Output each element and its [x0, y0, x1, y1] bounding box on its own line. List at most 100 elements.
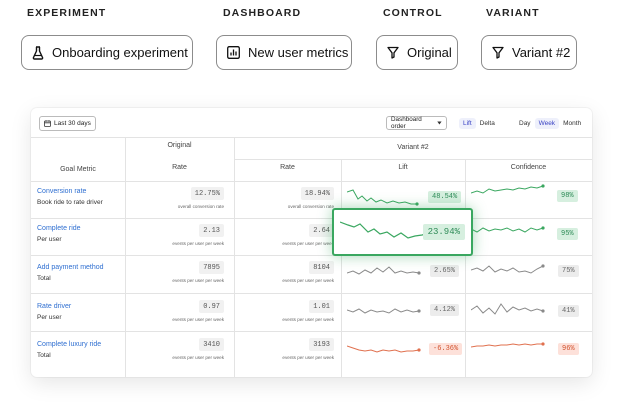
lift-badge: 23.94%: [422, 224, 465, 240]
lift-badge: 48.54%: [428, 191, 462, 203]
date-range-button[interactable]: Last 30 days: [39, 116, 96, 131]
view-mode-lift[interactable]: Lift: [459, 118, 476, 129]
flask-icon: [32, 45, 44, 60]
original-rate-value: 12.75%: [190, 187, 224, 200]
period-day[interactable]: Day: [519, 120, 531, 127]
original-rate-caption: events per user per week: [172, 278, 224, 283]
table-divider: [234, 137, 235, 377]
metric-subtitle: Total: [37, 275, 51, 282]
confidence-badge: 41%: [558, 305, 579, 317]
variant-rate-value: 18.94%: [300, 187, 334, 200]
confidence-sparkline: [471, 226, 545, 233]
variant-rate-value: 1.01: [309, 300, 334, 313]
table-divider: [465, 159, 466, 377]
order-label: Dashboard order: [391, 116, 422, 130]
confidence-badge: 95%: [557, 228, 578, 240]
variant-selector[interactable]: Variant #2: [481, 35, 577, 70]
variant-rate-caption: overall conversion rate: [287, 204, 334, 209]
dashboard-value: New user metrics: [248, 45, 349, 60]
bar-chart-icon: [227, 46, 240, 59]
original-rate-value: 0.97: [199, 300, 224, 313]
dashboard-selector[interactable]: New user metrics: [216, 35, 352, 70]
table-divider: [31, 181, 592, 182]
variant-label: VARIANT: [486, 7, 540, 19]
metric-link[interactable]: Rate driver: [37, 303, 72, 310]
card-toolbar: Last 30 days Dashboard order Lift Delta …: [31, 108, 592, 137]
header-variant-rate: Rate: [280, 164, 295, 171]
period-month[interactable]: Month: [563, 120, 582, 127]
variant-rate-caption: events per user per week: [282, 241, 334, 246]
confidence-badge: 96%: [558, 343, 579, 355]
control-value: Original: [407, 45, 452, 60]
original-rate-caption: overall conversion rate: [177, 204, 224, 209]
experiment-selector[interactable]: Onboarding experiment: [21, 35, 193, 70]
table-divider: [341, 159, 342, 377]
variant-rate-value: 3193: [309, 338, 334, 351]
original-rate-caption: events per user per week: [172, 355, 224, 360]
lift-sparkline: [347, 308, 421, 314]
header-goal-metric: Goal Metric: [60, 166, 96, 173]
metric-link[interactable]: Complete luxury ride: [37, 341, 102, 348]
original-rate-value: 7895: [199, 261, 224, 274]
dashboard-label: DASHBOARD: [223, 7, 302, 19]
experiment-label: EXPERIMENT: [27, 7, 107, 19]
header-variant: Variant #2: [397, 144, 429, 151]
lift-sparkline: [347, 189, 419, 206]
table-divider: [125, 137, 126, 377]
original-rate-caption: events per user per week: [172, 241, 224, 246]
date-range-label: Last 30 days: [54, 120, 91, 127]
header-lift: Lift: [398, 164, 408, 171]
header-original-rate: Rate: [172, 164, 187, 171]
lift-badge: -6.36%: [429, 343, 463, 355]
variant-rate-value: 8104: [309, 261, 334, 274]
confidence-badge: 98%: [557, 190, 578, 202]
lift-sparkline: [347, 266, 421, 275]
lift-badge: 4.12%: [430, 304, 460, 316]
control-selector[interactable]: Original: [376, 35, 458, 70]
metric-subtitle: Total: [37, 352, 51, 359]
metric-link[interactable]: Conversion rate: [37, 188, 87, 195]
table-divider: [31, 255, 592, 256]
lift-sparkline: [340, 221, 428, 239]
variant-rate-caption: events per user per week: [282, 317, 334, 322]
table-border: [31, 137, 592, 138]
original-rate-value: 3410: [199, 338, 224, 351]
table-divider: [31, 293, 592, 294]
metric-link[interactable]: Add payment method: [37, 264, 104, 271]
view-mode-toggle: Lift Delta: [459, 117, 499, 130]
header-original: Original: [167, 142, 192, 149]
control-label: CONTROL: [383, 7, 443, 19]
variant-rate-caption: events per user per week: [282, 278, 334, 283]
variant-value: Variant #2: [512, 45, 571, 60]
caret-down-icon: [437, 121, 442, 125]
confidence-sparkline: [471, 303, 545, 315]
metric-subtitle: Book ride to rate driver: [37, 199, 103, 206]
metric-subtitle: Per user: [37, 314, 62, 321]
period-toggle: Day Week Month: [515, 117, 585, 130]
highlighted-lift-cell[interactable]: 23.94%: [332, 208, 473, 256]
view-mode-delta[interactable]: Delta: [479, 120, 495, 127]
period-week[interactable]: Week: [534, 118, 560, 129]
variant-rate-caption: events per user per week: [282, 355, 334, 360]
calendar-icon: [44, 120, 51, 127]
table-divider: [234, 159, 592, 160]
confidence-badge: 75%: [558, 265, 579, 277]
metric-link[interactable]: Complete ride: [37, 225, 81, 232]
lift-badge: 2.65%: [430, 265, 460, 277]
table-divider: [31, 331, 592, 332]
confidence-sparkline: [471, 342, 545, 348]
original-rate-caption: events per user per week: [172, 317, 224, 322]
experiment-results-card: Last 30 days Dashboard order Lift Delta …: [31, 108, 592, 377]
variant-rate-value: 2.64: [309, 224, 334, 237]
confidence-sparkline: [471, 184, 545, 194]
metrics-table: Original Variant #2 Goal Metric Rate Rat…: [31, 137, 592, 377]
filter-icon: [492, 46, 504, 59]
order-dropdown[interactable]: Dashboard order: [386, 116, 447, 130]
metric-subtitle: Per user: [37, 236, 62, 243]
confidence-sparkline: [471, 264, 545, 274]
header-confidence: Confidence: [510, 164, 547, 171]
original-rate-value: 2.13: [199, 224, 224, 237]
table-divider: [31, 218, 592, 219]
experiment-value: Onboarding experiment: [52, 45, 188, 60]
lift-sparkline: [347, 345, 421, 353]
